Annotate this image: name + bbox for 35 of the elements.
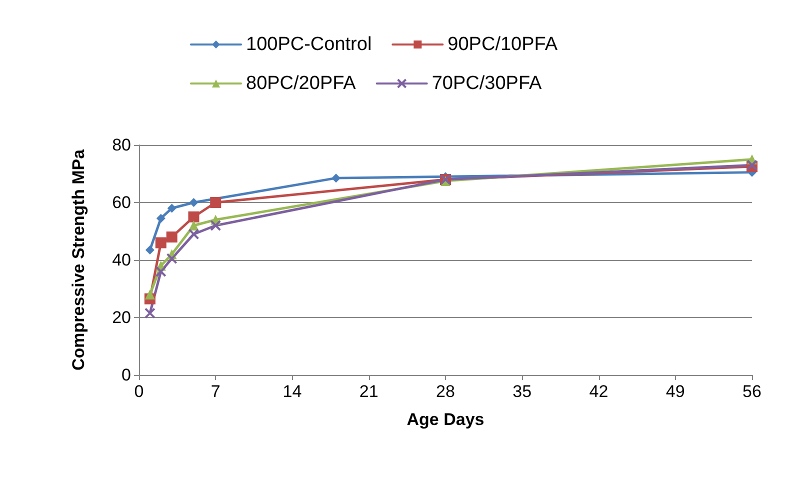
y-tick-label: 20 — [112, 308, 131, 327]
y-axis-title: Compressive Strength MPa — [69, 148, 88, 371]
legend-label: 70PC/30PFA — [432, 73, 542, 94]
point — [188, 211, 200, 222]
point — [156, 214, 166, 223]
x-tick-label: 7 — [210, 382, 220, 401]
point — [189, 198, 198, 207]
point — [155, 266, 166, 277]
point — [145, 245, 154, 254]
point — [188, 228, 200, 240]
point — [167, 204, 176, 213]
y-tick-label: 60 — [112, 193, 131, 212]
x-tick-label: 35 — [512, 382, 532, 401]
x-tick-label: 0 — [134, 382, 144, 401]
point — [332, 174, 341, 183]
y-tick-label: 80 — [112, 136, 131, 154]
x-tick-label: 28 — [436, 382, 455, 401]
x-tick-label: 49 — [666, 382, 685, 401]
x-tick-label: 56 — [742, 382, 762, 401]
point — [166, 232, 178, 242]
legend-label: 90PC/10PFA — [448, 34, 558, 55]
legend-label: 80PC/20PFA — [246, 73, 356, 94]
x-tick-label: 42 — [589, 382, 608, 401]
point — [144, 308, 156, 319]
point — [166, 253, 178, 264]
point — [155, 237, 166, 248]
legend-label: 100PC-Control — [246, 34, 372, 55]
x-tick-label: 14 — [282, 382, 302, 401]
x-tick-label: 21 — [359, 382, 378, 401]
point — [210, 220, 222, 231]
y-tick-label: 0 — [122, 366, 131, 384]
x-axis-title: Age Days — [406, 410, 484, 429]
point — [210, 197, 222, 208]
y-tick-label: 40 — [112, 250, 131, 270]
point — [144, 290, 155, 300]
